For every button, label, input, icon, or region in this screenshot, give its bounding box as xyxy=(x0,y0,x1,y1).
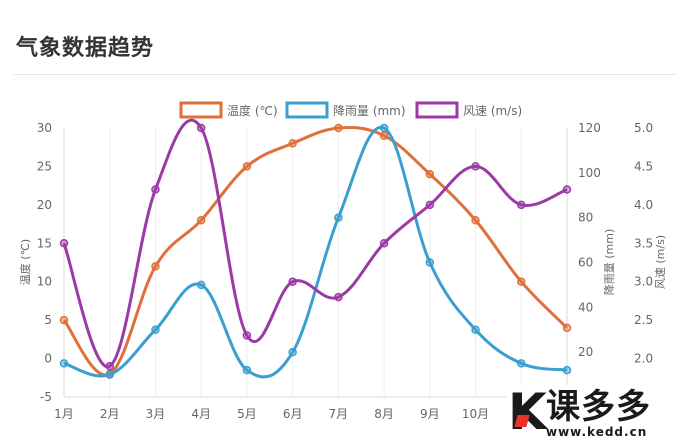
x-tick-label: 5月 xyxy=(237,407,257,421)
data-point xyxy=(288,347,297,357)
legend-swatch xyxy=(179,101,223,119)
data-point xyxy=(425,200,435,210)
y2-tick-label: 20 xyxy=(578,345,593,359)
data-point xyxy=(334,292,343,302)
data-point xyxy=(334,213,343,222)
y-tick-label: 0 xyxy=(44,352,52,366)
logo-name: 课多多 xyxy=(546,387,651,427)
data-point xyxy=(288,277,297,286)
y2-tick-label: 100 xyxy=(578,166,601,180)
data-point xyxy=(59,359,69,368)
y3-tick-label: 4.0 xyxy=(634,198,653,212)
x-tick-label: 3月 xyxy=(146,407,166,421)
logo-k-mark: K xyxy=(508,383,547,441)
x-tick-label: 2月 xyxy=(100,407,120,421)
logo-url: www.kedd.cn xyxy=(546,425,648,439)
series-line-1 xyxy=(62,125,569,377)
y-tick-label: 15 xyxy=(37,236,52,250)
data-point xyxy=(196,215,206,225)
data-point xyxy=(471,325,480,334)
y-tick-label: -5 xyxy=(40,390,52,404)
y2-tick-label: 80 xyxy=(578,211,593,225)
y2-tick-label: 60 xyxy=(578,256,593,270)
y-tick-label: 30 xyxy=(37,121,52,135)
data-point xyxy=(59,239,69,248)
data-point xyxy=(379,123,389,133)
data-point xyxy=(334,123,343,133)
data-point xyxy=(242,162,252,171)
legend-label: 风速 (m/s) xyxy=(463,104,522,118)
data-point xyxy=(151,185,160,194)
y3-tick-label: 2.0 xyxy=(634,352,653,366)
data-point xyxy=(425,258,435,267)
y-tick-label: 25 xyxy=(37,159,52,173)
series-line-3 xyxy=(62,118,568,368)
data-point xyxy=(151,325,160,334)
x-tick-label: 1月 xyxy=(54,407,74,421)
data-point xyxy=(562,185,572,194)
data-point xyxy=(379,131,389,140)
y3-tick-label: 5.0 xyxy=(634,121,653,135)
y-axis-title: 温度 (℃) xyxy=(18,239,32,285)
data-point xyxy=(59,315,69,325)
data-point xyxy=(517,277,526,286)
watermark-logo: K 课多多 www.kedd.cn xyxy=(506,385,694,441)
data-point xyxy=(196,280,206,290)
x-tick-label: 4月 xyxy=(191,407,211,421)
data-point xyxy=(471,162,480,171)
data-point xyxy=(562,323,572,333)
series-line-2 xyxy=(63,125,568,379)
data-point xyxy=(105,370,114,379)
legend-swatch xyxy=(415,101,459,119)
x-tick-label: 8月 xyxy=(374,407,394,421)
y3-tick-label: 2.5 xyxy=(634,313,653,327)
data-point xyxy=(151,262,160,271)
y2-tick-label: 120 xyxy=(578,121,601,135)
y3-axis-title: 风速 (m/s) xyxy=(654,235,667,289)
data-point xyxy=(379,239,389,248)
page-title: 气象数据趋势 xyxy=(16,36,155,61)
x-tick-label: 7月 xyxy=(329,407,349,421)
x-tick-label: 10月 xyxy=(462,407,489,421)
y-tick-label: 20 xyxy=(37,198,52,212)
y-tick-label: 10 xyxy=(37,275,52,289)
y3-tick-label: 3.5 xyxy=(634,236,653,250)
y3-tick-label: 4.5 xyxy=(634,159,653,173)
data-point xyxy=(425,169,435,179)
y2-tick-label: 40 xyxy=(578,300,593,314)
legend-label: 温度 (℃) xyxy=(227,103,278,118)
x-tick-label: 9月 xyxy=(420,407,440,421)
data-point xyxy=(517,200,526,210)
title-divider xyxy=(14,74,676,75)
data-point xyxy=(196,123,206,133)
data-point xyxy=(517,359,526,368)
y3-tick-label: 3.0 xyxy=(634,275,653,289)
legend-label: 降雨量 (mm) xyxy=(333,104,406,118)
data-point xyxy=(105,362,114,371)
data-point xyxy=(288,139,297,148)
data-point xyxy=(471,215,480,225)
legend-swatch xyxy=(285,101,329,119)
x-tick-label: 6月 xyxy=(283,407,303,421)
y2-axis-title: 降雨量 (mm) xyxy=(602,229,616,296)
data-point xyxy=(242,331,252,340)
data-point xyxy=(242,365,252,375)
data-point xyxy=(562,365,572,375)
y-tick-label: 5 xyxy=(44,313,52,327)
